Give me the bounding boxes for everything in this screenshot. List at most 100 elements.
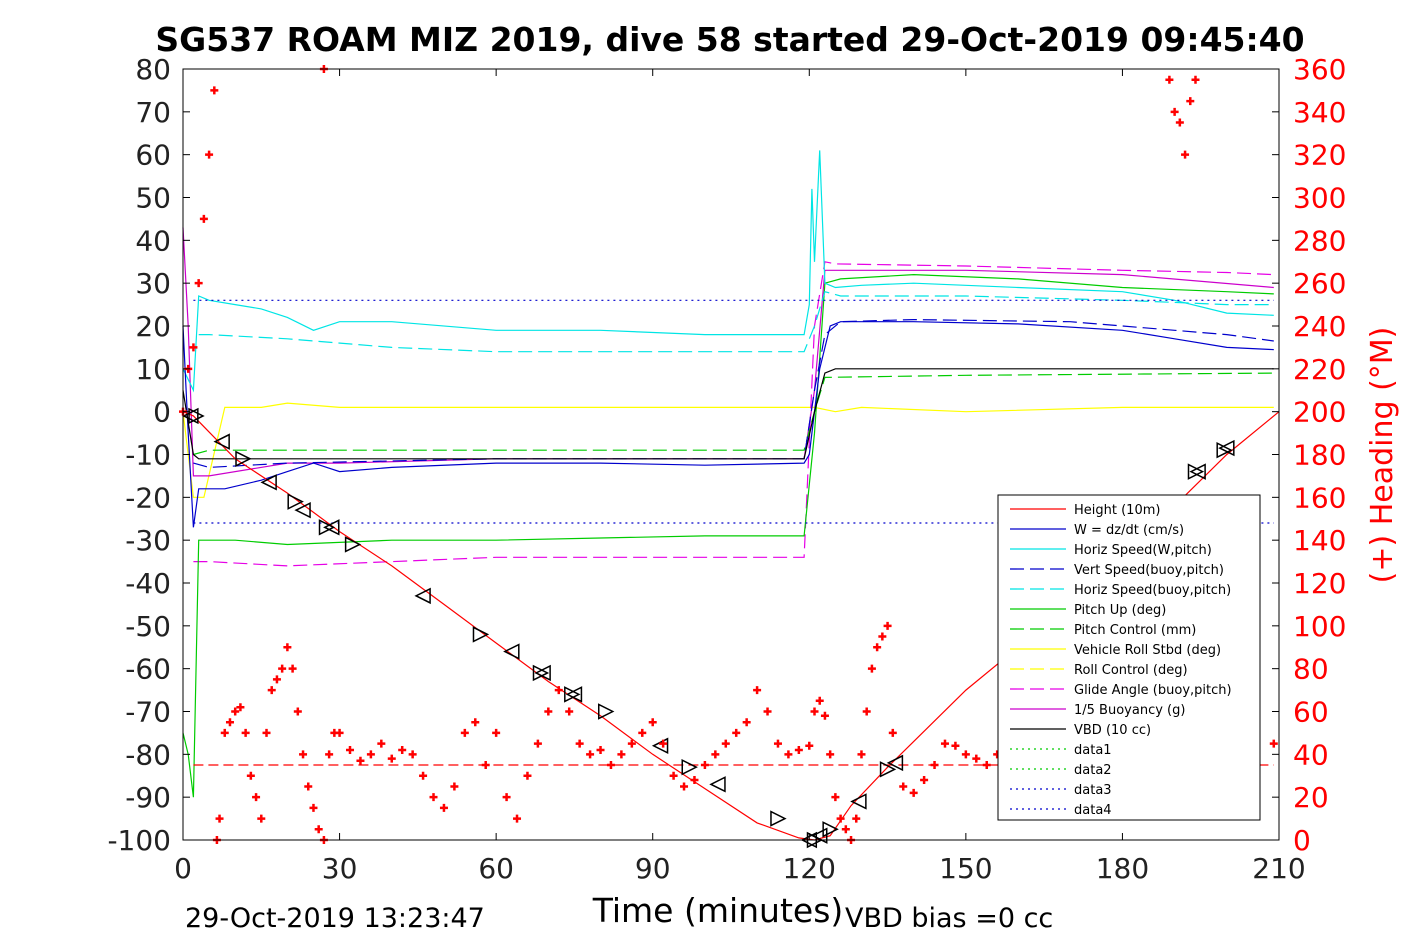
heading-point — [1191, 75, 1200, 84]
heading-point — [586, 750, 595, 759]
heading-point — [481, 761, 490, 770]
legend-label: 1/5 Buoyancy (g) — [1074, 703, 1185, 718]
heading-point — [857, 750, 866, 759]
heading-point — [862, 707, 871, 716]
heading-point — [982, 761, 991, 770]
height-marker — [1218, 439, 1235, 457]
footer-vbd-bias: VBD bias =0 cc — [845, 903, 1053, 934]
height-marker — [597, 703, 615, 720]
legend-label: data1 — [1074, 743, 1112, 758]
left-tick-label: 10 — [135, 353, 171, 386]
height-marker — [1187, 463, 1205, 480]
heading-point — [1170, 107, 1179, 116]
right-tick-label: 220 — [1293, 353, 1346, 386]
height-marker — [811, 827, 828, 844]
x-tick-label: 210 — [1252, 852, 1305, 885]
heading-point — [951, 741, 960, 750]
heading-point — [314, 825, 323, 834]
heading-point — [439, 803, 448, 812]
x-tick-label: 60 — [478, 852, 514, 885]
left-tick-label: 0 — [153, 396, 171, 429]
right-tick-label: 260 — [1293, 267, 1346, 300]
right-tick-label: 20 — [1293, 781, 1329, 814]
heading-point — [502, 793, 511, 802]
left-tick-label: 70 — [135, 96, 171, 129]
heading-point — [972, 754, 981, 763]
series-glide — [193, 261, 1274, 567]
heading-point — [648, 718, 657, 727]
height-marker — [414, 587, 431, 605]
heading-point — [700, 761, 709, 770]
right-tick-label: 200 — [1293, 396, 1346, 429]
heading-point — [721, 739, 730, 748]
heading-point — [205, 150, 214, 159]
heading-point — [241, 728, 250, 737]
heading-point — [513, 814, 522, 823]
heading-point — [596, 746, 605, 755]
height-marker — [472, 626, 490, 643]
heading-point — [810, 707, 819, 716]
height-marker — [886, 754, 904, 772]
heading-point — [820, 711, 829, 720]
heading-point — [909, 788, 918, 797]
x-tick-label: 180 — [1096, 852, 1149, 885]
heading-point — [293, 707, 302, 716]
heading-point — [554, 686, 563, 695]
legend-label: W = dz/dt (cm/s) — [1074, 523, 1184, 538]
heading-point — [492, 728, 501, 737]
series-pitch_ctl — [193, 372, 1274, 456]
heading-point — [210, 86, 219, 95]
heading-point — [304, 782, 313, 791]
left-tick-label: 50 — [135, 182, 171, 215]
height-marker — [323, 519, 340, 536]
height-marker — [503, 643, 520, 660]
height-marker — [188, 407, 205, 425]
heading-point — [669, 771, 678, 780]
heading-point — [246, 771, 255, 780]
left-tick-label: -40 — [125, 567, 171, 600]
heading-point — [899, 782, 908, 791]
left-tick-label: -100 — [107, 824, 171, 857]
heading-point — [199, 214, 208, 223]
right-tick-label: 40 — [1293, 738, 1329, 771]
heading-point — [288, 664, 297, 673]
right-tick-label: 180 — [1293, 439, 1346, 472]
heading-point — [346, 746, 355, 755]
heading-point — [961, 750, 970, 759]
height-marker — [534, 664, 551, 682]
legend-label: data2 — [1074, 763, 1112, 778]
heading-point — [356, 756, 365, 765]
right-tick-label: 360 — [1293, 53, 1346, 86]
heading-point — [283, 643, 292, 652]
heading-point — [690, 776, 699, 785]
heading-point — [523, 771, 532, 780]
right-tick-label: 340 — [1293, 96, 1346, 129]
height-marker — [850, 793, 867, 810]
heading-point — [763, 707, 772, 716]
heading-point — [325, 750, 334, 759]
series-roll — [182, 402, 1274, 498]
heading-point — [815, 696, 824, 705]
height-marker — [879, 761, 897, 778]
heading-point — [1269, 739, 1278, 748]
legend-label: Vert Speed(buoy,pitch) — [1074, 563, 1224, 578]
legend-label: Horiz Speed(buoy,pitch) — [1074, 583, 1231, 598]
left-tick-label: -10 — [125, 439, 171, 472]
left-tick-label: -70 — [125, 696, 171, 729]
legend-label: Roll Control (deg) — [1074, 663, 1188, 678]
legend-label: Pitch Control (mm) — [1074, 623, 1196, 638]
heading-point — [852, 814, 861, 823]
left-tick-label: -30 — [125, 524, 171, 557]
heading-point — [231, 707, 240, 716]
heading-point — [220, 728, 229, 737]
heading-point — [867, 664, 876, 673]
heading-point — [883, 621, 892, 630]
right-tick-label: 140 — [1293, 524, 1346, 557]
heading-point — [773, 739, 782, 748]
heading-point — [398, 746, 407, 755]
right-tick-label: 60 — [1293, 696, 1329, 729]
heading-point — [252, 793, 261, 802]
left-tick-label: -90 — [125, 781, 171, 814]
legend-label: data4 — [1074, 803, 1112, 818]
